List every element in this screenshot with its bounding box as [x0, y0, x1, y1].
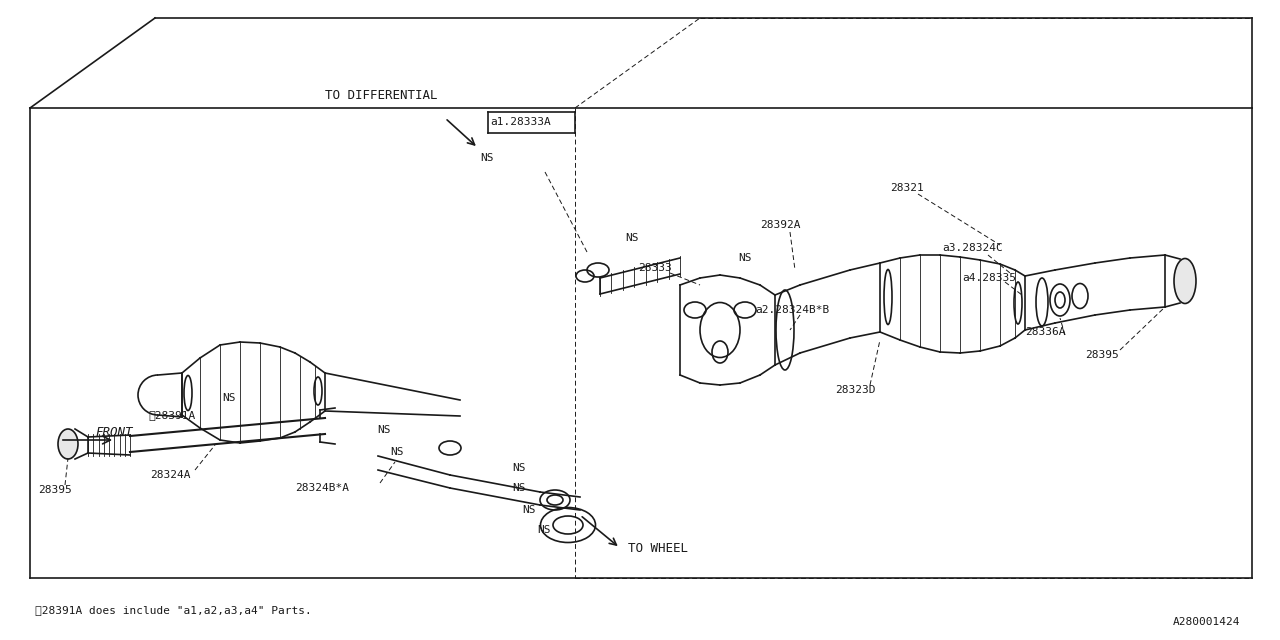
Text: a4.28335: a4.28335: [963, 273, 1016, 283]
Text: a3.28324C: a3.28324C: [942, 243, 1002, 253]
Text: 28323D: 28323D: [835, 385, 876, 395]
Text: 28321: 28321: [890, 183, 924, 193]
Text: NS: NS: [625, 233, 639, 243]
Text: TO WHEEL: TO WHEEL: [628, 541, 689, 554]
Text: A280001424: A280001424: [1172, 617, 1240, 627]
Text: NS: NS: [378, 425, 390, 435]
Text: 28336A: 28336A: [1025, 327, 1065, 337]
Text: NS: NS: [538, 525, 550, 535]
Text: a1.28333A: a1.28333A: [490, 117, 550, 127]
Text: TO DIFFERENTIAL: TO DIFFERENTIAL: [325, 88, 438, 102]
Text: NS: NS: [480, 153, 494, 163]
Text: 28324B*A: 28324B*A: [294, 483, 349, 493]
Text: ※28391A: ※28391A: [148, 410, 196, 420]
Text: 28395: 28395: [1085, 350, 1119, 360]
Text: NS: NS: [390, 447, 403, 457]
Text: NS: NS: [512, 483, 526, 493]
Text: NS: NS: [221, 393, 236, 403]
Text: FRONT: FRONT: [95, 426, 133, 438]
Text: NS: NS: [512, 463, 526, 473]
Text: ※28391A does include "a1,a2,a3,a4" Parts.: ※28391A does include "a1,a2,a3,a4" Parts…: [35, 605, 312, 615]
Text: a2.28324B*B: a2.28324B*B: [755, 305, 829, 315]
Ellipse shape: [58, 429, 78, 459]
Ellipse shape: [1174, 259, 1196, 303]
Text: 28324A: 28324A: [150, 470, 191, 480]
Text: 28333: 28333: [637, 263, 672, 273]
Text: 28395: 28395: [38, 485, 72, 495]
Text: 28392A: 28392A: [760, 220, 800, 230]
Text: NS: NS: [522, 505, 535, 515]
Text: NS: NS: [739, 253, 751, 263]
